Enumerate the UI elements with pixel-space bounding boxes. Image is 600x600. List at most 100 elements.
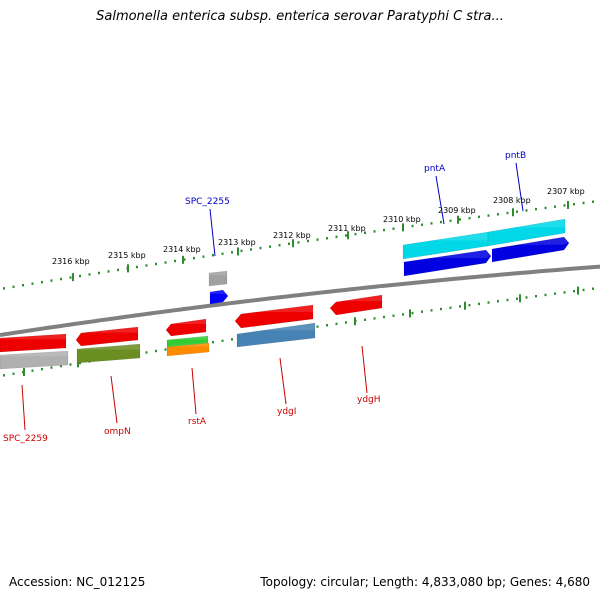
gene-SPC_2255-feature[interactable] — [209, 289, 229, 305]
lower-track-dot — [3, 374, 5, 377]
lower-track-dot — [345, 321, 347, 324]
gene-highlight — [492, 236, 569, 245]
kbp-tick-mark — [457, 215, 459, 224]
gene-ompN-feature[interactable] — [76, 343, 141, 364]
kbp-tick-label: 2316 kbp — [52, 257, 90, 266]
gene-ydgI[interactable] — [234, 304, 314, 329]
backbone-line — [0, 264, 600, 337]
lower-track-dot — [563, 291, 566, 294]
lower-track-dot — [554, 292, 556, 295]
kbp-ticks: 2307 kbp 2308 kbp 2309 kbp 2310 kbp 2311 kbp… — [23, 187, 585, 377]
upper-track-dot — [335, 235, 338, 239]
gene-label-ydgI[interactable]: ydgI — [277, 407, 296, 417]
lower-track-dot — [31, 369, 34, 372]
gene-label-pntA[interactable]: pntA — [424, 164, 446, 174]
topology-text: Topology: circular; Length: 4,833,080 bp… — [260, 575, 590, 589]
gene-pntB[interactable] — [487, 218, 566, 247]
gene-rstA-feature-2[interactable] — [166, 342, 210, 357]
upper-track-dot — [240, 249, 243, 253]
upper-track-dot — [269, 245, 271, 248]
lower-track-dot — [383, 315, 385, 319]
upper-track-dot — [497, 213, 499, 216]
gene-pntB-feature[interactable] — [491, 236, 570, 263]
upper-track-dot — [3, 287, 5, 290]
upper-track-dot — [316, 238, 319, 241]
kbp-tick-mark — [512, 208, 514, 217]
leader-line — [361, 345, 368, 394]
gene-highlight — [404, 249, 491, 259]
upper-track-dot — [582, 201, 585, 205]
upper-track-dot — [22, 284, 24, 287]
lower-track-dot — [164, 348, 167, 351]
gene-SPC_2255[interactable] — [208, 270, 228, 287]
gene-label-rstA[interactable]: rstA — [188, 417, 207, 427]
leader-line — [279, 357, 287, 405]
gene-SPC_2259-feature[interactable] — [0, 350, 69, 370]
upper-track-dot — [250, 248, 252, 251]
lower-track-dot — [592, 287, 594, 290]
gene-rstA[interactable] — [165, 318, 207, 337]
leader-line — [209, 208, 216, 257]
upper-track-dot — [535, 207, 537, 211]
gene-label-SPC_2259[interactable]: SPC_2259 — [3, 434, 48, 444]
gene-ompN[interactable] — [75, 326, 139, 347]
lower-track-dot — [478, 302, 480, 306]
gene-highlight — [210, 289, 228, 294]
upper-track-dot — [392, 227, 395, 230]
gene-label-ompN[interactable]: ompN — [104, 427, 131, 437]
accession-text: Accession: NC_012125 — [9, 575, 146, 589]
gene-label-pntB[interactable]: pntB — [505, 151, 526, 161]
leader-line — [435, 175, 445, 225]
lower-track-dot — [468, 303, 471, 307]
lower-track-dot — [221, 339, 224, 342]
gene-label-SPC_2255[interactable]: SPC_2255 — [185, 197, 230, 207]
kbp-tick-label: 2314 kbp — [163, 245, 201, 254]
upper-track-dot — [145, 264, 148, 267]
upper-track-dot — [506, 211, 509, 215]
gene-highlight — [488, 218, 565, 228]
lower-track-dot — [41, 367, 43, 371]
gene-highlight — [167, 342, 209, 347]
upper-track-dot — [117, 268, 119, 272]
kbp-tick-label: 2308 kbp — [493, 196, 531, 205]
gene-ydgI-feature[interactable] — [236, 322, 316, 348]
upper-track-dot — [411, 224, 414, 228]
gene-labels: pntA pntB SPC_2255 SPC_2259 ompN rstA ydgI ydgH — [3, 151, 526, 444]
upper-track-dot — [544, 206, 547, 210]
gene-highlight — [167, 335, 208, 340]
lower-track-dot — [392, 314, 395, 317]
kbp-tick-label: 2310 kbp — [383, 215, 421, 224]
kbp-tick-label: 2313 kbp — [218, 238, 256, 247]
kbp-tick-mark — [127, 264, 129, 273]
upper-track-dot — [563, 204, 566, 207]
upper-track-dot — [136, 265, 138, 269]
upper-track-dot — [231, 251, 233, 254]
upper-track-dot — [592, 200, 594, 203]
kbp-tick-label: 2307 kbp — [547, 187, 585, 196]
gene-ydgH[interactable] — [329, 294, 383, 316]
genome-backbone — [0, 264, 600, 337]
upper-track-dot — [478, 215, 480, 219]
gene-highlight — [237, 322, 315, 331]
upper-track-dot — [155, 262, 157, 266]
upper-track-dot — [525, 209, 528, 212]
gene-pntA-feature[interactable] — [403, 249, 492, 277]
upper-track-dot — [60, 277, 62, 281]
upper-track-dot — [516, 210, 518, 213]
lower-track-dot — [373, 317, 376, 320]
lower-track-dot — [487, 301, 490, 304]
lower-track-dot — [50, 366, 53, 369]
lower-track-dot — [145, 351, 148, 354]
upper-track-dot — [50, 279, 53, 282]
upper-track-dot — [383, 228, 385, 232]
upper-track-dot — [487, 214, 490, 217]
lower-track-dot — [421, 310, 423, 313]
gene-highlight — [403, 231, 488, 241]
upper-track-dot — [468, 216, 471, 220]
upper-track-dot — [373, 230, 376, 233]
lower-track-dot — [459, 305, 461, 308]
gene-SPC_2259[interactable] — [0, 333, 67, 353]
lower-track-dot — [411, 311, 414, 315]
gene-label-ydgH[interactable]: ydgH — [357, 395, 381, 405]
